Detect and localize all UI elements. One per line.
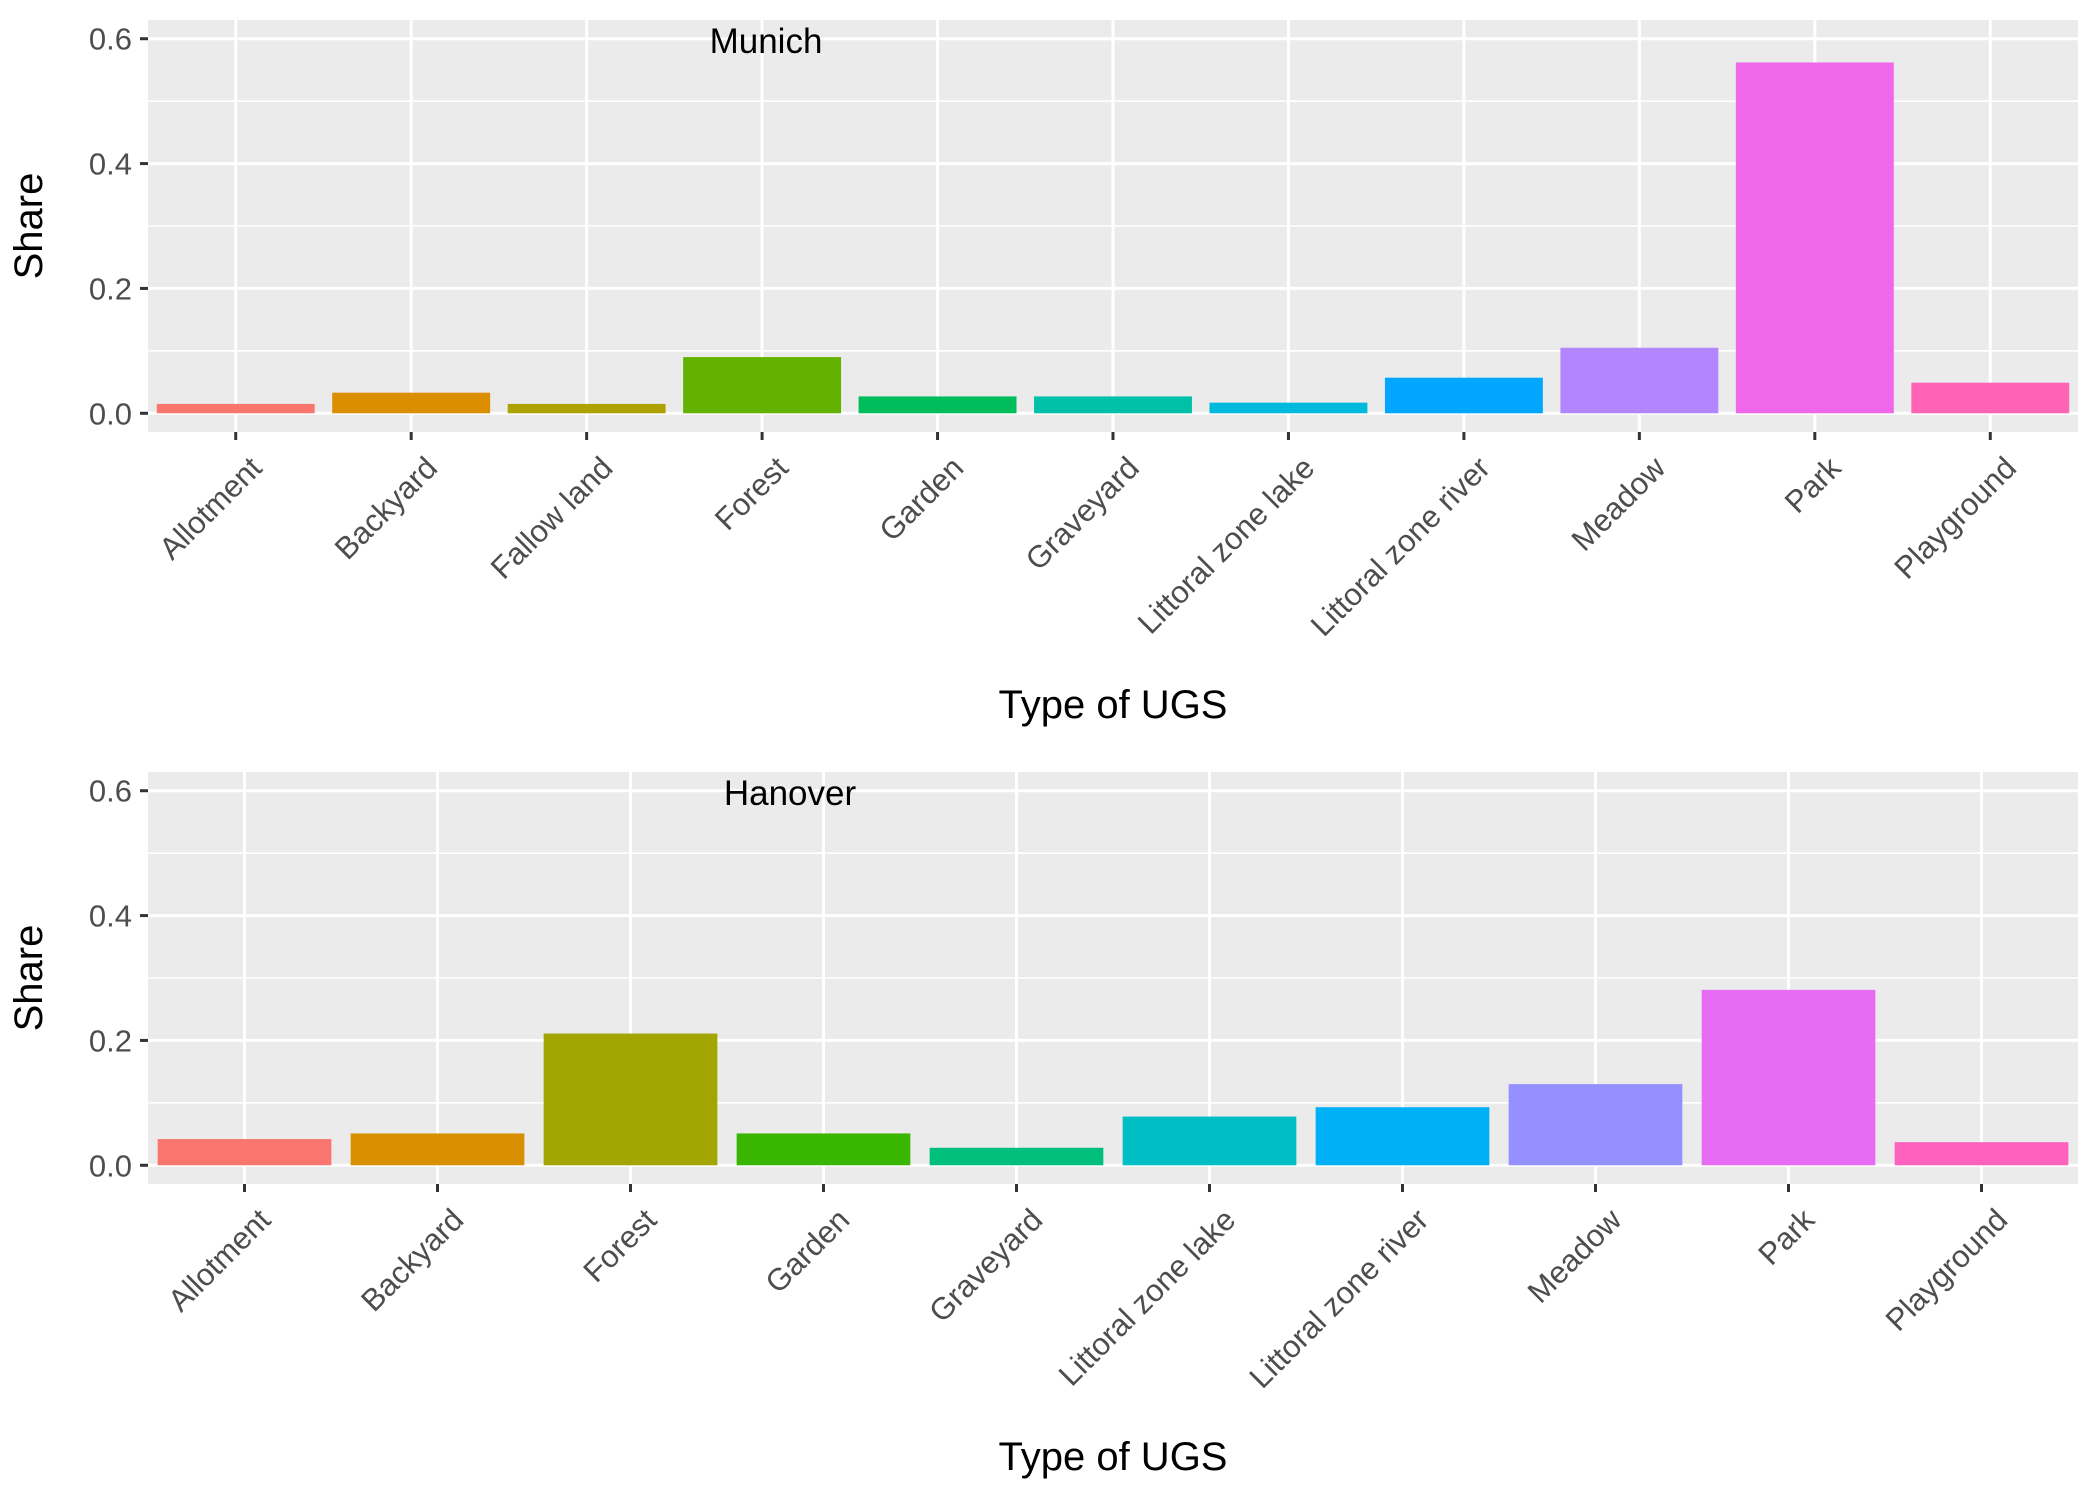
bar-allotment [156, 403, 315, 414]
panel-title: Hanover [724, 774, 857, 813]
bar-littoral-zone-lake [1122, 1116, 1297, 1166]
bar-playground [1911, 382, 2070, 414]
bar-playground [1894, 1142, 2069, 1166]
x-tick-label: Park [1778, 450, 1848, 520]
x-tick-label: Fallow land [484, 450, 620, 586]
x-tick-label: Playground [1879, 1202, 2015, 1338]
y-tick-label: 0.2 [89, 271, 132, 306]
x-tick-label: Backyard [354, 1202, 470, 1318]
y-tick-label: 0.0 [89, 1148, 132, 1183]
bar-littoral-zone-river [1315, 1107, 1490, 1166]
y-tick-label: 0.2 [89, 1023, 132, 1058]
bar-park [1701, 989, 1876, 1166]
bar-allotment [157, 1139, 332, 1166]
x-tick-label: Graveyard [922, 1202, 1049, 1329]
panel-title: Munich [710, 22, 823, 61]
bar-forest [683, 357, 842, 414]
x-tick-label: Park [1751, 1202, 1821, 1272]
y-tick-label: 0.6 [89, 22, 132, 57]
bar-meadow [1508, 1084, 1683, 1166]
x-tick-label: Meadow [1521, 1202, 1629, 1310]
bar-graveyard [1034, 396, 1192, 414]
x-tick-label: Allotment [161, 1202, 277, 1318]
bar-forest [543, 1033, 718, 1166]
y-tick-label: 0.6 [89, 774, 132, 809]
chart-panel-1: 0.0 0.2 0.4 0.6 Allotment Backyard Fallow land… [7, 20, 2078, 727]
x-axis-label: Type of UGS [999, 683, 1228, 727]
y-tick-label: 0.0 [89, 396, 132, 431]
x-tick-label: Meadow [1565, 450, 1673, 558]
x-tick-label: Garden [758, 1202, 856, 1300]
x-tick-label: Garden [872, 450, 970, 548]
bar-garden [736, 1133, 911, 1166]
bar-littoral-zone-river [1384, 377, 1543, 414]
x-tick-label: Littoral zone lake [1131, 450, 1321, 640]
x-tick-label: Littoral zone river [1304, 450, 1497, 643]
bar-littoral-zone-lake [1209, 402, 1368, 414]
x-tick-label: Forest [576, 1202, 663, 1289]
x-tick-label: Littoral zone river [1242, 1202, 1435, 1395]
bar-graveyard [929, 1147, 1104, 1166]
y-tick-label: 0.4 [89, 899, 132, 934]
bar-backyard [350, 1133, 525, 1166]
x-tick-label: Backyard [328, 450, 444, 566]
bar-backyard [332, 392, 491, 414]
x-tick-label: Littoral zone lake [1052, 1202, 1242, 1392]
bar-fallow-land [507, 403, 666, 414]
bar-garden [858, 396, 1017, 414]
x-tick-label: Graveyard [1019, 450, 1146, 577]
chart-panel-2: 0.0 0.2 0.4 0.6 Allotment Backyard Forest Garde… [7, 772, 2078, 1479]
y-axis-label: Share [7, 925, 51, 1032]
y-axis-label: Share [7, 173, 51, 280]
x-axis-label: Type of UGS [999, 1435, 1228, 1479]
x-tick-label: Allotment [152, 450, 268, 566]
bar-meadow [1560, 347, 1719, 414]
bar-park [1735, 62, 1894, 414]
x-tick-label: Playground [1887, 450, 2023, 586]
y-tick-label: 0.4 [89, 147, 132, 182]
x-tick-label: Forest [708, 450, 795, 537]
